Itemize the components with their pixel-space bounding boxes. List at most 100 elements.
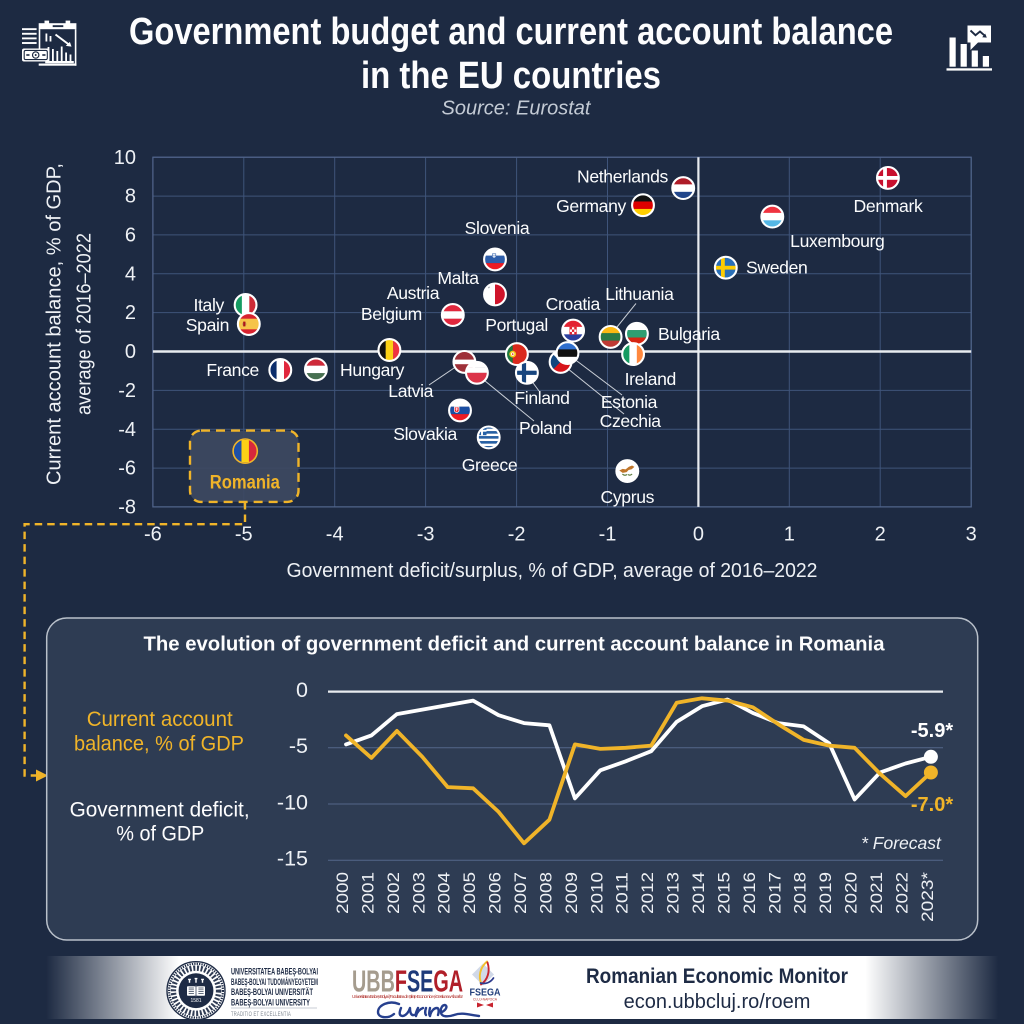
svg-text:Netherlands: Netherlands — [577, 167, 669, 187]
svg-text:CLUJ-NAPOCA: CLUJ-NAPOCA — [473, 998, 498, 1002]
svg-text:Source: Eurostat: Source: Eurostat — [442, 98, 592, 120]
svg-text:Romanian Economic Monitor: Romanian Economic Monitor — [586, 964, 849, 988]
svg-text:Latvia: Latvia — [388, 381, 433, 401]
svg-text:-2: -2 — [118, 380, 136, 402]
svg-text:average of 2016–2022: average of 2016–2022 — [73, 233, 96, 415]
svg-text:2008: 2008 — [537, 872, 555, 914]
svg-text:2007: 2007 — [512, 872, 530, 914]
svg-text:Portugal: Portugal — [485, 315, 548, 335]
svg-text:-3: -3 — [417, 524, 435, 546]
svg-text:Poland: Poland — [519, 418, 572, 438]
svg-text:Cyprus: Cyprus — [600, 487, 654, 507]
svg-text:% of GDP: % of GDP — [116, 822, 204, 846]
svg-text:Government deficit,: Government deficit, — [70, 798, 250, 822]
svg-text:6: 6 — [125, 225, 136, 247]
svg-text:-6: -6 — [118, 458, 136, 480]
svg-text:Ireland: Ireland — [625, 369, 676, 389]
svg-text:Slovenia: Slovenia — [465, 218, 530, 238]
svg-text:Czechia: Czechia — [600, 411, 662, 431]
svg-text:Austria: Austria — [387, 283, 440, 303]
svg-text:FSEGA: FSEGA — [470, 987, 501, 999]
svg-text:2023*: 2023* — [919, 871, 937, 922]
svg-text:Germany: Germany — [556, 196, 626, 216]
svg-text:Belgium: Belgium — [361, 304, 422, 324]
svg-text:Luxembourg: Luxembourg — [790, 231, 884, 251]
svg-text:2014: 2014 — [690, 872, 708, 914]
svg-text:-4: -4 — [326, 524, 344, 546]
svg-text:2: 2 — [125, 302, 136, 324]
svg-text:-8: -8 — [118, 497, 136, 519]
svg-text:Government deficit/surplus, %: Government deficit/surplus, % of GDP, av… — [287, 559, 818, 582]
svg-text:Sweden: Sweden — [746, 258, 807, 278]
svg-text:Denmark: Denmark — [854, 196, 923, 216]
svg-text:0: 0 — [693, 524, 704, 546]
svg-text:-10: -10 — [277, 790, 308, 814]
svg-text:BABEŞ-BOLYAI UNIVERSITY: BABEŞ-BOLYAI UNIVERSITY — [231, 996, 310, 1007]
svg-text:TRADITIO ET EXCELLENTIA: TRADITIO ET EXCELLENTIA — [231, 1011, 291, 1018]
svg-text:UBBFSEGA: UBBFSEGA — [352, 965, 463, 999]
svg-text:Slovakia: Slovakia — [393, 424, 457, 444]
svg-text:2009: 2009 — [563, 872, 581, 914]
svg-text:Lithuania: Lithuania — [605, 284, 674, 304]
svg-text:* Forecast: * Forecast — [861, 833, 942, 853]
svg-text:2018: 2018 — [792, 872, 810, 914]
svg-text:-7.0*: -7.0* — [911, 794, 953, 816]
svg-text:Italy: Italy — [193, 295, 224, 315]
svg-text:2006: 2006 — [487, 872, 505, 914]
svg-text:1: 1 — [784, 524, 795, 546]
svg-text:-6: -6 — [144, 524, 162, 546]
svg-text:4: 4 — [125, 263, 136, 285]
svg-text:8: 8 — [125, 186, 136, 208]
svg-text:0: 0 — [296, 678, 308, 702]
svg-text:Universitatea Babeș-Bolyai | F: Universitatea Babeș-Bolyai | Facultatea … — [352, 994, 463, 999]
svg-text:BABEŞ-BOLYAI UNIVERSITÄT: BABEŞ-BOLYAI UNIVERSITÄT — [231, 986, 313, 997]
svg-text:3: 3 — [966, 524, 977, 546]
svg-text:UNIVERSITATEA BABEŞ-BOLYAI: UNIVERSITATEA BABEŞ-BOLYAI — [231, 966, 318, 977]
svg-text:Malta: Malta — [437, 268, 479, 288]
svg-text:2019: 2019 — [817, 872, 835, 914]
svg-text:Spain: Spain — [186, 315, 229, 335]
svg-text:-4: -4 — [118, 419, 136, 441]
svg-text:-5: -5 — [289, 734, 308, 758]
svg-text:2011: 2011 — [614, 872, 632, 914]
svg-text:2010: 2010 — [588, 872, 606, 914]
svg-text:2012: 2012 — [639, 872, 657, 914]
svg-text:2004: 2004 — [436, 872, 454, 914]
svg-text:Estonia: Estonia — [601, 392, 658, 412]
svg-text:in the EU countries: in the EU countries — [361, 55, 661, 97]
svg-text:2: 2 — [875, 524, 886, 546]
svg-text:2015: 2015 — [716, 872, 734, 914]
svg-text:Current account balance, % of: Current account balance, % of GDP, — [42, 163, 65, 485]
svg-text:Greece: Greece — [462, 455, 518, 475]
svg-text:Government budget and current: Government budget and current account ba… — [129, 11, 893, 53]
svg-text:2002: 2002 — [385, 872, 403, 914]
svg-text:10: 10 — [114, 147, 136, 169]
svg-text:2021: 2021 — [868, 872, 886, 914]
svg-text:Bulgaria: Bulgaria — [658, 324, 720, 344]
svg-text:Hungary: Hungary — [340, 360, 405, 380]
svg-text:1581: 1581 — [190, 998, 201, 1004]
svg-text:2020: 2020 — [843, 872, 861, 914]
svg-text:Romania: Romania — [210, 473, 280, 494]
svg-text:2003: 2003 — [410, 872, 428, 914]
svg-text:Finland: Finland — [514, 388, 569, 408]
svg-text:-5: -5 — [235, 524, 253, 546]
svg-text:2016: 2016 — [741, 872, 759, 914]
svg-text:econ.ubbcluj.ro/roem: econ.ubbcluj.ro/roem — [624, 991, 811, 1013]
svg-text:-2: -2 — [508, 524, 526, 546]
svg-text:-5.9*: -5.9* — [911, 720, 953, 742]
svg-text:2001: 2001 — [359, 872, 377, 914]
svg-text:France: France — [206, 360, 259, 380]
svg-text:The evolution of government de: The evolution of government deficit and … — [144, 633, 886, 656]
svg-text:BABEŞ-BOLYAI TUDOMÁNYEGYETEM: BABEŞ-BOLYAI TUDOMÁNYEGYETEM — [231, 976, 318, 987]
svg-text:Croatia: Croatia — [546, 294, 601, 314]
svg-text:balance, % of GDP: balance, % of GDP — [74, 732, 244, 756]
svg-text:2005: 2005 — [461, 872, 479, 914]
svg-text:0: 0 — [125, 341, 136, 363]
svg-text:Current account: Current account — [87, 707, 233, 731]
svg-text:2013: 2013 — [665, 872, 683, 914]
svg-text:2017: 2017 — [766, 872, 784, 914]
svg-text:2000: 2000 — [334, 872, 352, 914]
svg-text:2022: 2022 — [894, 872, 912, 914]
svg-text:-15: -15 — [277, 847, 308, 871]
